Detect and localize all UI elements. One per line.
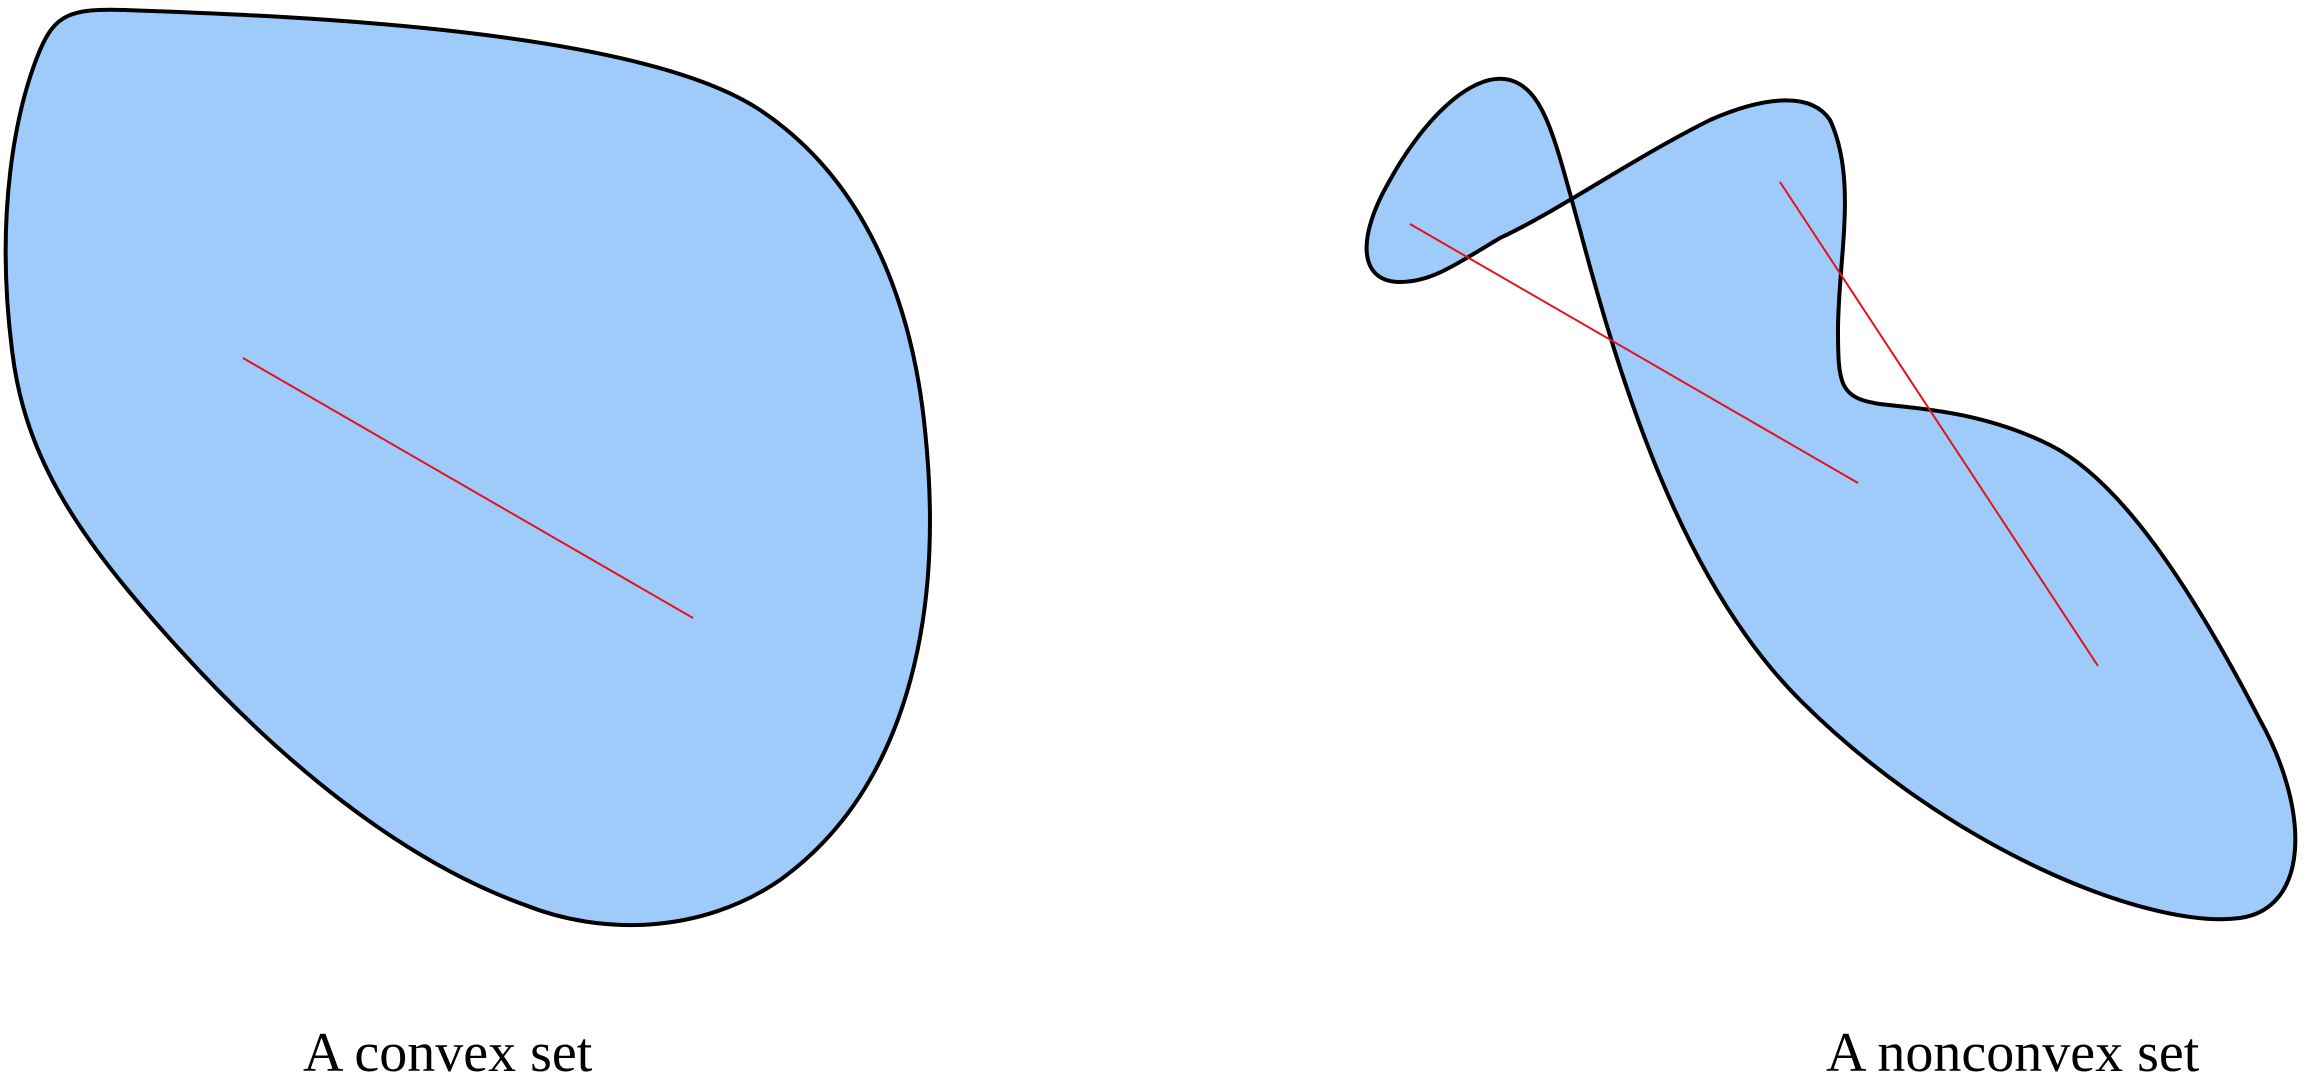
nonconvex-set-caption: A nonconvex set — [1826, 1022, 2200, 1083]
nonconvex-segment-1 — [1409, 223, 1859, 484]
convex-set-caption: A convex set — [303, 1022, 593, 1083]
convex-set-region — [3, 7, 932, 928]
nonconvex-set-panel — [1364, 76, 2298, 922]
nonconvex-set-region — [1364, 76, 2298, 922]
nonconvex-segment-2 — [1779, 181, 2099, 667]
convex-set-panel — [3, 7, 932, 928]
convex-segment — [242, 357, 694, 619]
